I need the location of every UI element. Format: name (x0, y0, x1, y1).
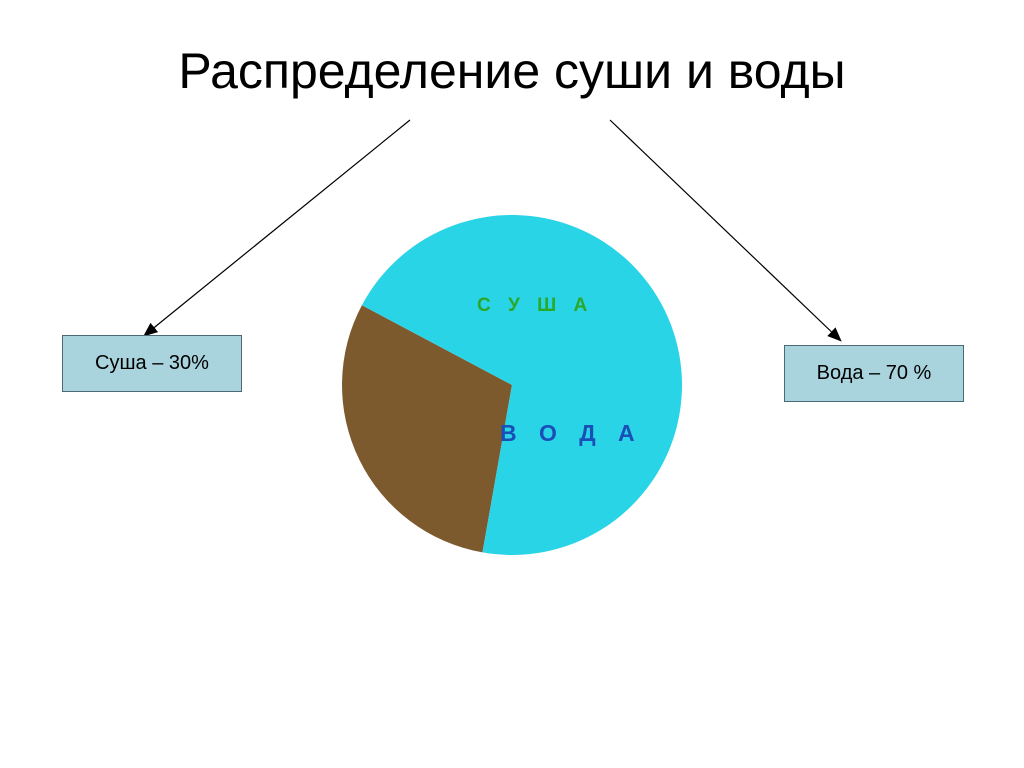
info-box-land: Суша – 30% (62, 335, 242, 392)
slice-label-water: В О Д А (500, 420, 643, 447)
pie-svg (342, 215, 682, 555)
page-title: Распределение суши и воды (0, 42, 1024, 100)
info-box-water: Вода – 70 % (784, 345, 964, 402)
pie-chart: С У Ш А В О Д А (342, 215, 682, 555)
slice-label-land: С У Ш А (477, 295, 593, 317)
